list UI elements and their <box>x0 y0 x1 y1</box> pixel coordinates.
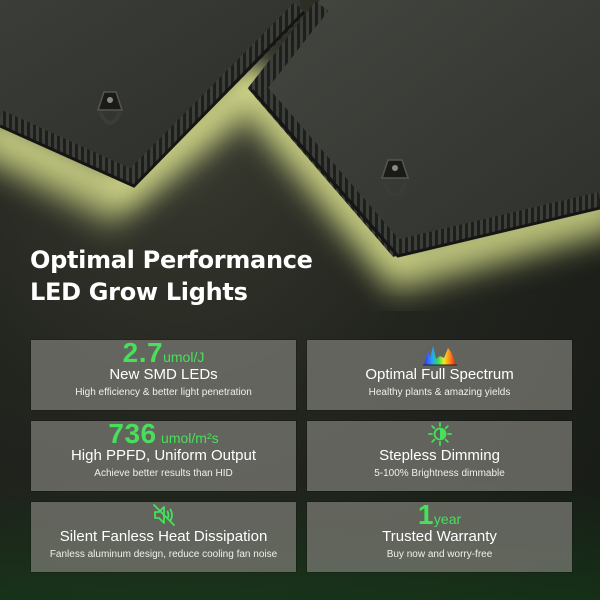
dimmer-sun-icon <box>427 422 452 446</box>
led-panels-illustration <box>0 0 600 298</box>
feature-title: Trusted Warranty <box>382 528 497 545</box>
efficacy-stat: 2.7umol/J <box>31 337 296 368</box>
spectrum-chart-icon <box>422 346 457 366</box>
feature-card-dimming: Stepless Dimming 5-100% Brightness dimma… <box>307 421 572 491</box>
title-line-2: LED Grow Lights <box>30 278 248 306</box>
feature-card-warranty: 1year Trusted Warranty Buy now and worry… <box>307 499 572 572</box>
feature-title: New SMD LEDs <box>109 366 218 383</box>
feature-subtitle: Healthy plants & amazing yields <box>368 387 511 398</box>
title-line-1: Optimal Performance <box>30 246 313 274</box>
hanging-clip-left-icon <box>96 91 124 125</box>
led-panel-left <box>0 0 300 185</box>
feature-card-smd-leds: 2.7umol/J New SMD LEDs High efficiency &… <box>31 337 296 410</box>
ppfd-stat: 736 umol/m²s <box>31 418 296 449</box>
page-title: Optimal Performance LED Grow Lights <box>30 244 313 308</box>
ppfd-value: 736 <box>108 418 157 449</box>
feature-title: High PPFD, Uniform Output <box>70 447 257 464</box>
feature-subtitle: Fanless aluminum design, reduce cooling … <box>49 549 278 560</box>
led-panel-right <box>255 0 600 255</box>
feature-subtitle: Buy now and worry-free <box>386 549 493 560</box>
no-fan-icon <box>152 504 175 526</box>
feature-title: Optimal Full Spectrum <box>365 366 514 383</box>
product-hero-image <box>0 0 600 298</box>
feature-card-full-spectrum: Optimal Full Spectrum Healthy plants & a… <box>307 340 572 410</box>
feature-card-fanless: Silent Fanless Heat Dissipation Fanless … <box>31 502 296 572</box>
warranty-unit: year <box>433 511 462 527</box>
ppfd-unit: umol/m²s <box>161 430 219 446</box>
feature-subtitle: High efficiency & better light penetrati… <box>75 387 252 398</box>
feature-subtitle: 5-100% Brightness dimmable <box>374 468 505 479</box>
feature-title: Stepless Dimming <box>379 447 500 464</box>
efficacy-unit: umol/J <box>163 349 205 365</box>
efficacy-value: 2.7 <box>122 337 164 368</box>
feature-title: Silent Fanless Heat Dissipation <box>59 528 268 545</box>
warranty-value: 1 <box>417 499 434 530</box>
feature-card-ppfd: 736 umol/m²s High PPFD, Uniform Output A… <box>31 418 296 491</box>
feature-subtitle: Achieve better results than HID <box>94 468 233 479</box>
hanging-clip-right-icon <box>380 159 410 197</box>
warranty-stat: 1year <box>307 499 572 530</box>
